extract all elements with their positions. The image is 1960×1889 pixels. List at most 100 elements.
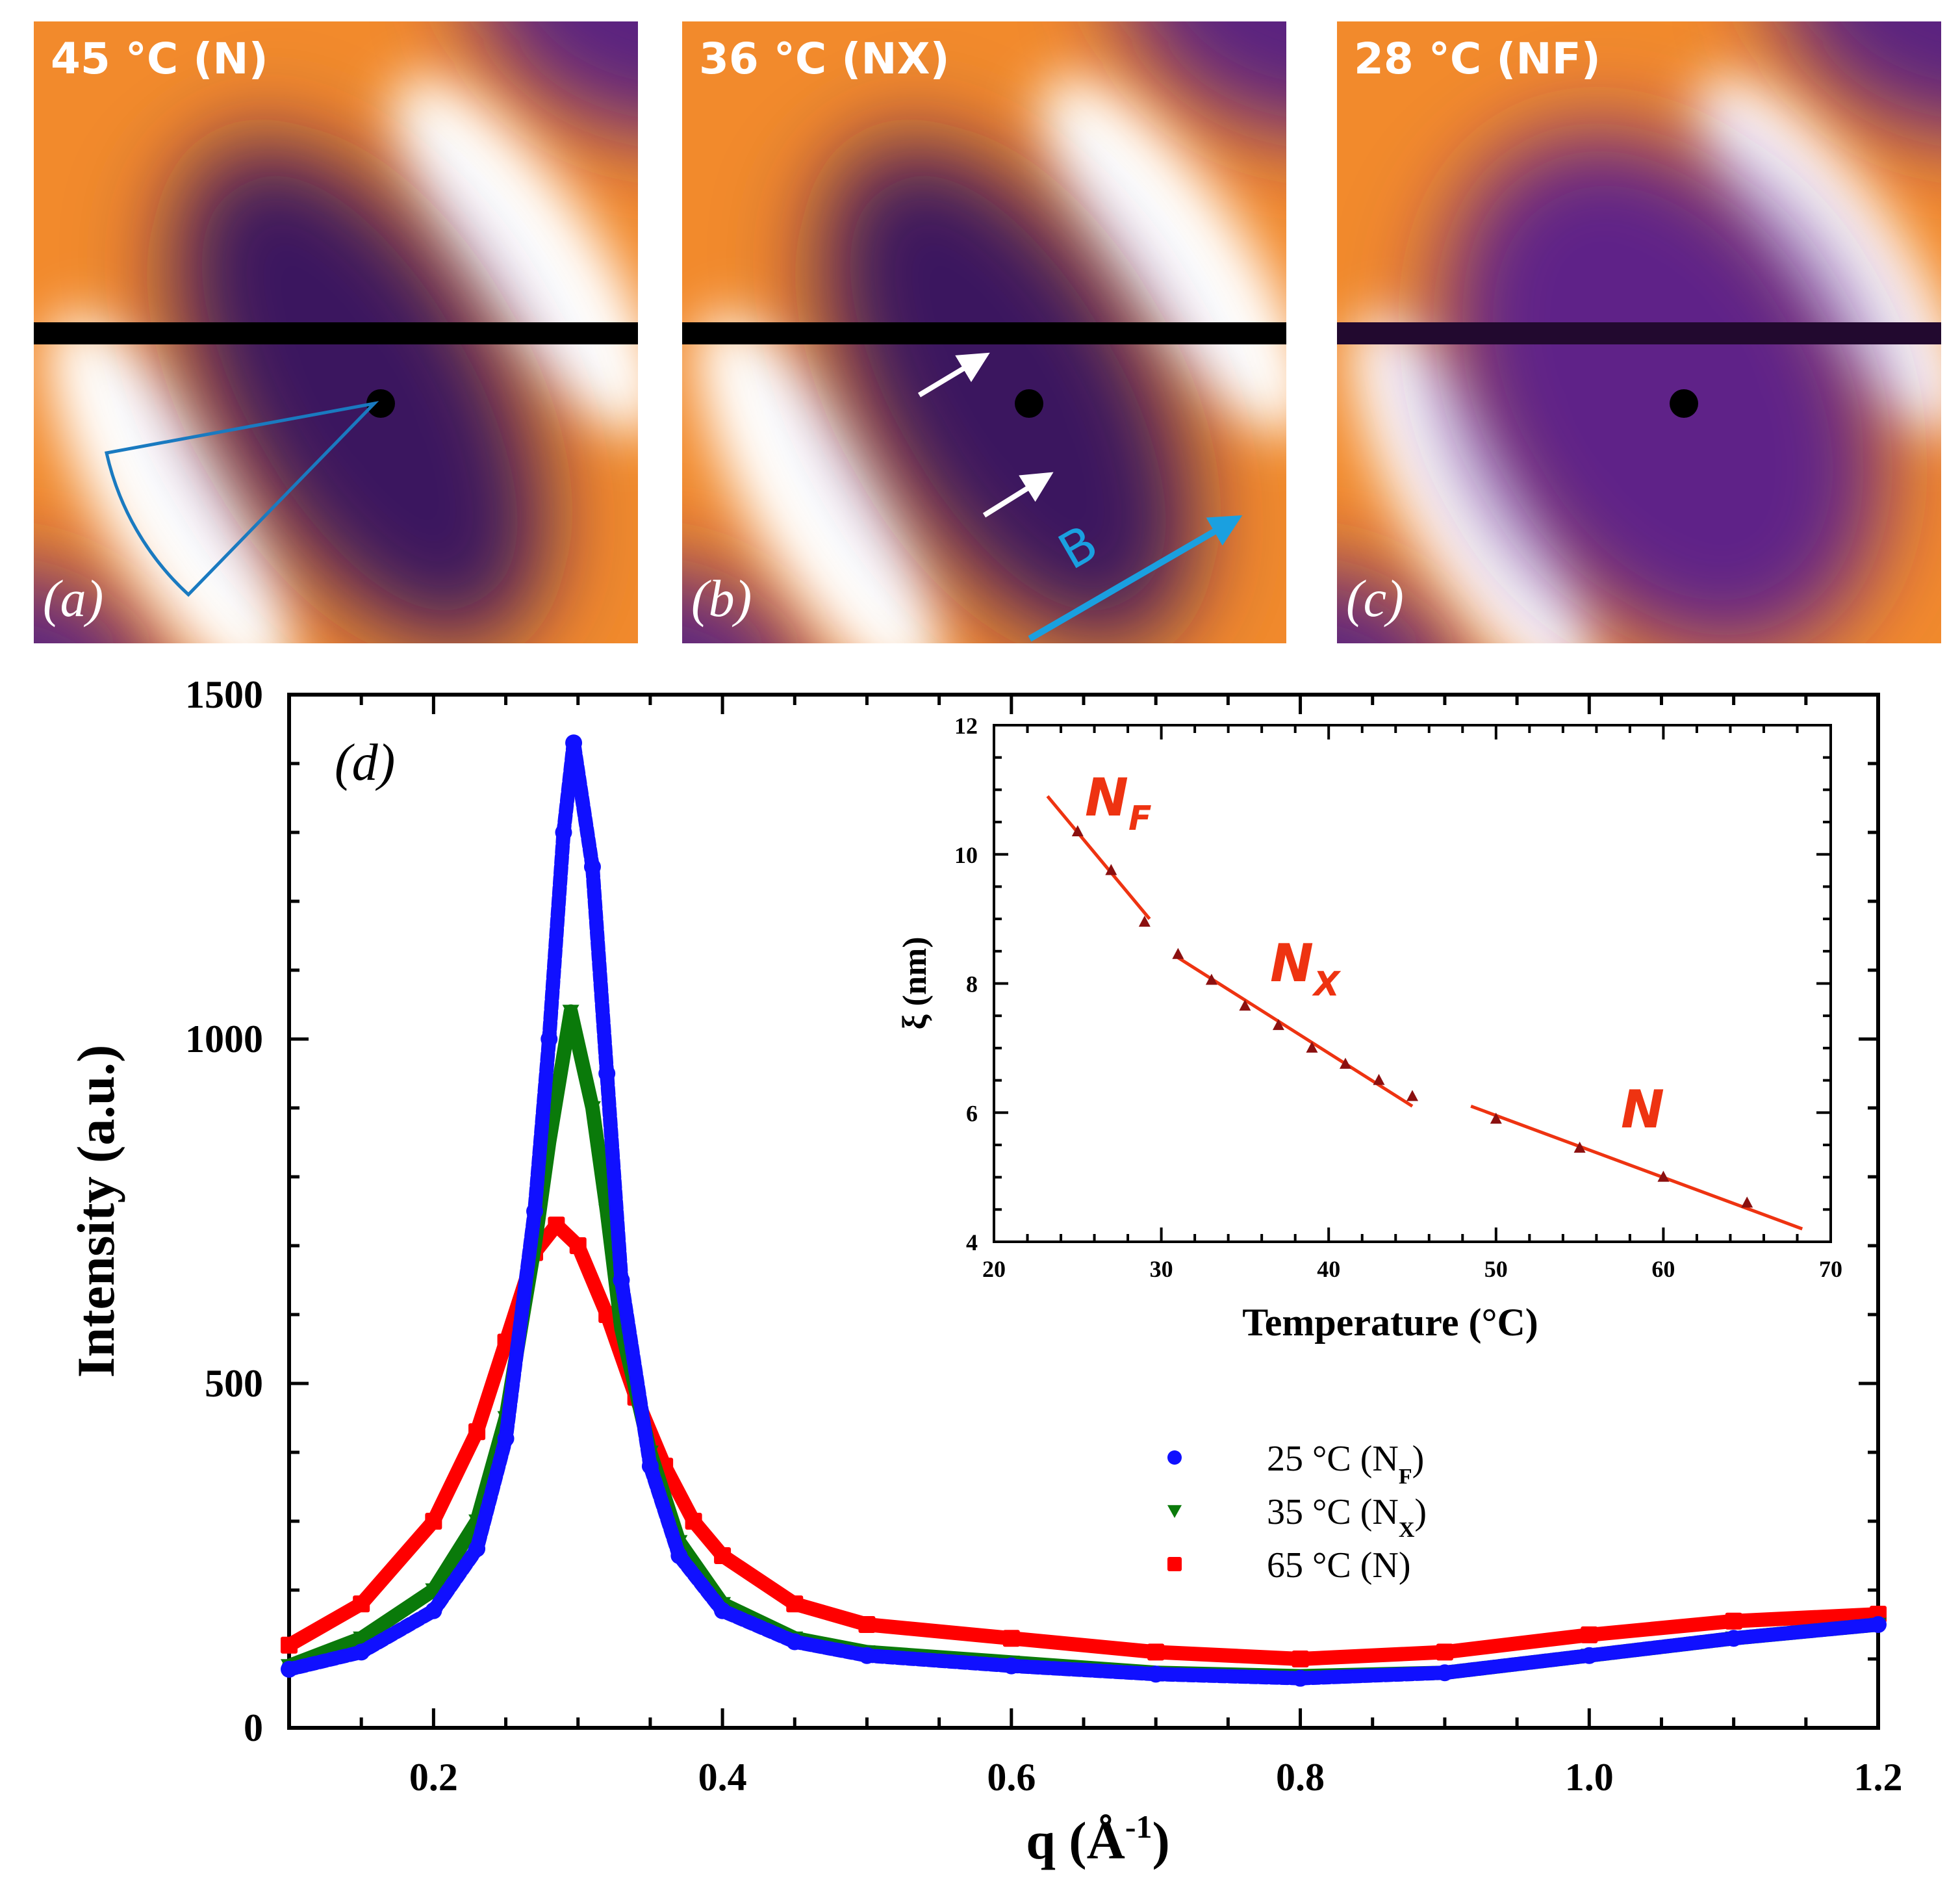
saxs-image bbox=[1337, 21, 1941, 643]
x-tick-label: 0.6 bbox=[987, 1756, 1036, 1799]
saxs-image bbox=[34, 21, 638, 643]
panel-title: 28 °C (NF) bbox=[1354, 34, 1601, 84]
phase-label: NF bbox=[1085, 767, 1151, 838]
white-arrow bbox=[982, 472, 1054, 518]
data-point bbox=[1725, 1630, 1742, 1647]
data-point bbox=[641, 1458, 659, 1475]
series-0 bbox=[281, 734, 1887, 1687]
inset-x-tick-label: 70 bbox=[1819, 1256, 1842, 1282]
data-point bbox=[425, 1513, 442, 1530]
inset-y-tick-label: 6 bbox=[966, 1100, 978, 1126]
data-point bbox=[281, 1636, 298, 1654]
saxs-panel-1: 45 °C (N) (a) bbox=[34, 21, 638, 643]
inset-data-point bbox=[1205, 973, 1217, 985]
scattering-crescent bbox=[696, 313, 941, 643]
fit-line bbox=[1177, 956, 1414, 1108]
inset-data-point bbox=[1741, 1196, 1753, 1208]
data-point bbox=[858, 1647, 876, 1664]
purple-corner bbox=[682, 571, 797, 643]
inset-y-tick-label: 8 bbox=[966, 971, 978, 997]
phase-label: NX bbox=[1270, 933, 1342, 1004]
saxs-panel-2: 36 °C (NX)(b)B bbox=[682, 21, 1286, 643]
legend-marker bbox=[1167, 1450, 1182, 1465]
series-line bbox=[282, 1218, 1885, 1666]
beamstop bbox=[1015, 389, 1043, 418]
magnetic-field-arrow bbox=[1028, 515, 1243, 642]
data-point bbox=[598, 1065, 616, 1082]
inset-data-point bbox=[1272, 1019, 1284, 1031]
dark-center bbox=[821, 140, 1195, 643]
data-point bbox=[786, 1595, 804, 1613]
beamstop bbox=[1670, 389, 1698, 418]
legend-marker bbox=[1167, 1557, 1182, 1571]
beamstop-bar bbox=[682, 322, 1286, 344]
legend-marker bbox=[1167, 1505, 1182, 1518]
data-point bbox=[1002, 1630, 1020, 1647]
integration-sector bbox=[104, 401, 379, 597]
inset-y-title: ξ (nm) bbox=[897, 936, 934, 1029]
panel-label-d: (d) bbox=[335, 734, 395, 791]
y-tick-label: 1500 bbox=[185, 673, 263, 716]
inset-data-point bbox=[1138, 916, 1151, 927]
inset-frame bbox=[993, 724, 1832, 1243]
purple-corner bbox=[1783, 21, 1941, 135]
data-point bbox=[1002, 1657, 1020, 1675]
data-point bbox=[353, 1643, 370, 1661]
inset-data-point bbox=[1239, 999, 1251, 1011]
data-point bbox=[1870, 1616, 1887, 1633]
inset-y-tick-label: 12 bbox=[954, 713, 978, 739]
legend-label: 65 °C (N) bbox=[1267, 1545, 1410, 1586]
inset-x-tick-label: 30 bbox=[1150, 1256, 1173, 1282]
x-tick-label: 1.0 bbox=[1565, 1756, 1614, 1799]
data-point bbox=[714, 1602, 732, 1619]
white-arrow bbox=[917, 352, 990, 398]
inset-data-point bbox=[1172, 947, 1184, 959]
data-point bbox=[565, 734, 583, 752]
saxs-panel-3: 28 °C (NF) (c) bbox=[1337, 21, 1941, 643]
data-point bbox=[497, 1430, 515, 1447]
data-point bbox=[468, 1540, 486, 1558]
purple-corner bbox=[34, 571, 149, 643]
panel-title: 36 °C (NX) bbox=[699, 34, 950, 84]
data-point bbox=[1581, 1626, 1598, 1643]
data-point bbox=[583, 858, 601, 875]
inset-data-point bbox=[1306, 1041, 1318, 1053]
beamstop-bar bbox=[1337, 322, 1941, 344]
series-line bbox=[282, 736, 1885, 1686]
data-point bbox=[1147, 1643, 1165, 1661]
inset-x-tick-label: 20 bbox=[982, 1256, 1006, 1282]
inset-data-point bbox=[1406, 1090, 1418, 1101]
data-point bbox=[613, 1272, 630, 1289]
inset-data-point bbox=[1105, 864, 1117, 875]
data-point bbox=[858, 1616, 876, 1633]
panel-label: (c) bbox=[1346, 571, 1404, 628]
data-point bbox=[541, 1031, 558, 1047]
data-point bbox=[353, 1631, 370, 1647]
y-axis-title: Intensity (a.u.) bbox=[66, 1045, 125, 1378]
data-point bbox=[562, 1005, 579, 1020]
scattering-crescent bbox=[47, 313, 293, 643]
phase-label: N bbox=[1621, 1079, 1664, 1140]
data-point bbox=[685, 1513, 702, 1530]
inset-x-tick-label: 60 bbox=[1651, 1256, 1675, 1282]
data-point bbox=[1725, 1612, 1742, 1630]
data-point bbox=[281, 1660, 298, 1678]
data-point bbox=[1581, 1647, 1598, 1664]
inset-data-point bbox=[1573, 1141, 1586, 1153]
fit-line bbox=[1046, 795, 1151, 920]
intensity-chart: 0.2 0.4 0.6 0.8 1.0 1.2 0 500 1000 1500 (d) Inten… bbox=[66, 673, 1903, 1870]
data-point bbox=[1436, 1664, 1453, 1682]
scattering-crescent bbox=[1041, 75, 1286, 435]
scattering-crescent bbox=[1696, 75, 1941, 435]
inset-data-point bbox=[1657, 1170, 1670, 1182]
correlation-length-inset: 20 30 40 50 60 70 4 6 8 10 12 NF NX N ξ (nm) Tempera… bbox=[897, 713, 1842, 1344]
y-tick-label: 0 bbox=[244, 1706, 263, 1749]
data-point bbox=[425, 1602, 442, 1619]
inset-y-tick-label: 10 bbox=[954, 842, 978, 868]
panel-title: 45 °C (N) bbox=[51, 34, 268, 84]
data-point bbox=[786, 1633, 804, 1651]
x-tick-label: 0.8 bbox=[1276, 1756, 1325, 1799]
scattering-crescent bbox=[1351, 313, 1596, 643]
inset-data-point bbox=[1373, 1073, 1385, 1085]
inset-data-point bbox=[1339, 1057, 1351, 1069]
